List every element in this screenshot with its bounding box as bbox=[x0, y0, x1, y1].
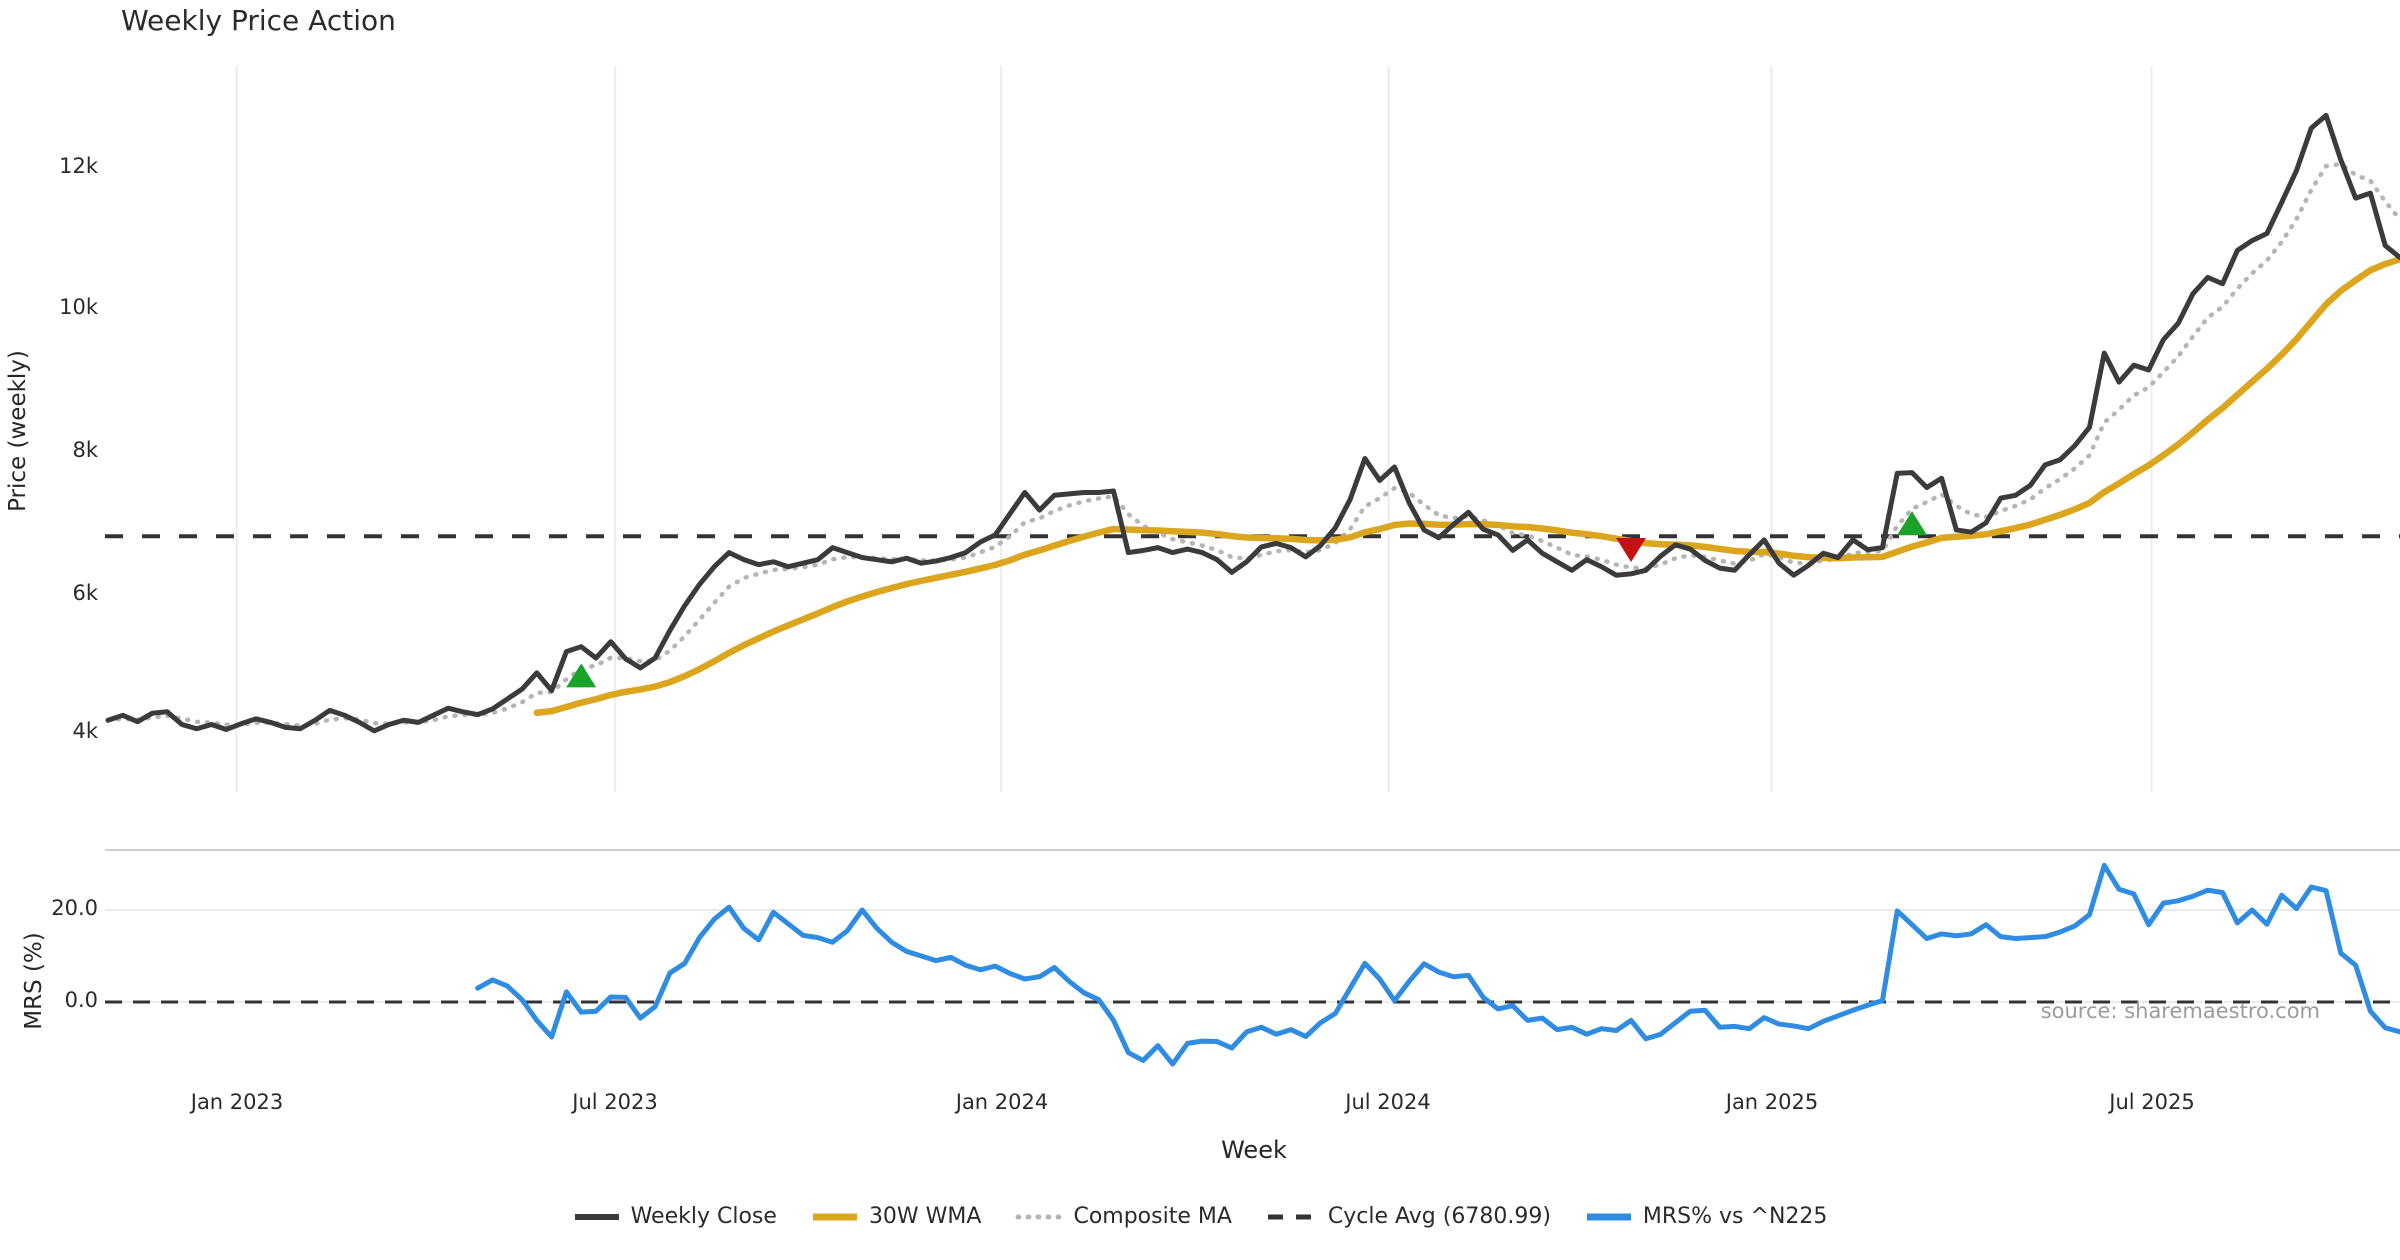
price-tick-10k: 10k bbox=[59, 295, 98, 319]
legend-item-mrs: MRS% vs ^N225 bbox=[1585, 1204, 1828, 1229]
legend-label: 30W WMA bbox=[868, 1204, 982, 1229]
price-axis-label: Price (weekly) bbox=[5, 350, 31, 512]
mrs-tick-20: 20.0 bbox=[51, 896, 98, 920]
x-tick-jul-2023: Jul 2023 bbox=[572, 1090, 658, 1114]
price-tick-8k: 8k bbox=[72, 438, 98, 462]
source-note: source: sharemaestro.com bbox=[2040, 999, 2320, 1023]
price-tick-6k: 6k bbox=[72, 581, 98, 605]
x-tick-jul-2025: Jul 2025 bbox=[2109, 1090, 2195, 1114]
price-tick-12k: 12k bbox=[59, 154, 98, 178]
x-tick-jan-2024: Jan 2024 bbox=[955, 1090, 1049, 1114]
mrs-line-icon bbox=[1586, 1213, 1631, 1220]
legend-item-cycle-avg: Cycle Avg (6780.99) bbox=[1266, 1204, 1551, 1229]
legend-label: Weekly Close bbox=[630, 1204, 777, 1229]
mrs-tick-0: 0.0 bbox=[64, 988, 98, 1012]
x-tick-jan-2025: Jan 2025 bbox=[1725, 1090, 1819, 1114]
cycle-avg-dashed-line-icon bbox=[1267, 1214, 1316, 1219]
price-tick-4k: 4k bbox=[72, 719, 98, 743]
x-tick-jul-2024: Jul 2024 bbox=[1345, 1090, 1431, 1114]
legend-item-weekly-close: Weekly Close bbox=[573, 1204, 777, 1229]
composite-dotted-line-icon bbox=[1015, 1214, 1064, 1219]
x-tick-jan-2023: Jan 2023 bbox=[190, 1090, 284, 1114]
legend-label: Composite MA bbox=[1073, 1204, 1232, 1229]
legend: Weekly Close 30W WMA Composite MA Cycle … bbox=[0, 1204, 2400, 1229]
legend-item-wma: 30W WMA bbox=[811, 1204, 982, 1229]
chart-title: Weekly Price Action bbox=[121, 4, 396, 37]
legend-item-composite: Composite MA bbox=[1015, 1204, 1232, 1229]
weekly-close-line-icon bbox=[574, 1213, 619, 1220]
legend-label: Cycle Avg (6780.99) bbox=[1327, 1204, 1551, 1229]
legend-label: MRS% vs ^N225 bbox=[1642, 1204, 1828, 1229]
x-axis-label: Week bbox=[1221, 1136, 1287, 1164]
wma-line-icon bbox=[812, 1213, 857, 1220]
